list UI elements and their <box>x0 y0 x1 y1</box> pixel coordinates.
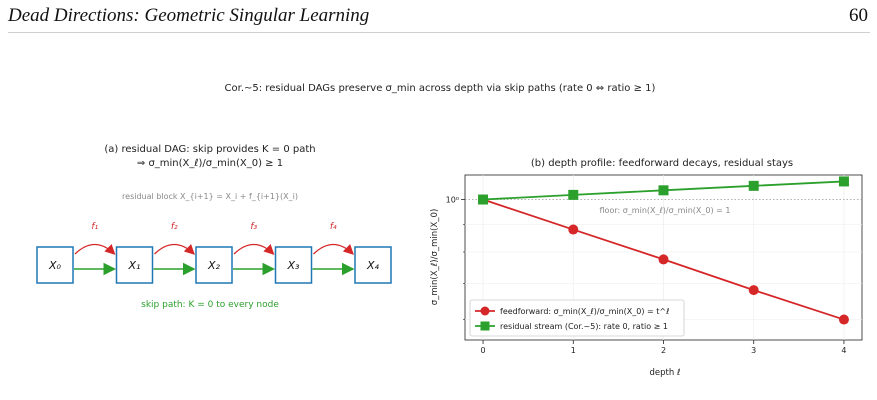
residual-arrow <box>74 243 116 255</box>
data-point <box>568 189 579 200</box>
legend-label: residual stream (Cor.~5): rate 0, ratio … <box>500 322 668 331</box>
data-point <box>838 314 849 325</box>
legend-box <box>469 299 685 337</box>
panel-a-title-line1: (a) residual DAG: skip provides K = 0 pa… <box>104 144 315 155</box>
node-box <box>36 246 74 284</box>
panel-b-title: (b) depth profile: feedforward decays, r… <box>531 158 793 169</box>
node-label: X₃ <box>287 259 301 272</box>
data-point <box>838 176 849 187</box>
legend-label: feedforward: σ_min(X_ℓ)/σ_min(X_0) = t^ℓ <box>500 307 669 316</box>
node-label: X₄ <box>366 259 380 272</box>
panel-a-title-line2: ⇒ σ_min(X_ℓ)/σ_min(X_0) ≥ 1 <box>137 158 283 169</box>
residual-arrow <box>154 243 195 255</box>
function-label: f₂ <box>171 222 178 232</box>
node-box <box>115 246 154 284</box>
data-point <box>748 180 759 191</box>
residual-arrow <box>313 243 354 255</box>
node-box <box>354 246 392 284</box>
node-label: X₁ <box>128 259 141 272</box>
x-tick-label: 1 <box>571 346 576 355</box>
x-tick-label: 2 <box>661 346 666 355</box>
floor-label: floor: σ_min(X_ℓ)/σ_min(X_0) = 1 <box>600 206 731 215</box>
data-point <box>478 194 489 205</box>
node-box <box>274 246 313 284</box>
panel-b: (b) depth profile: feedforward decays, r… <box>430 158 863 378</box>
data-point <box>568 224 579 235</box>
data-point <box>658 185 669 196</box>
function-label: f₄ <box>330 222 337 232</box>
legend-marker <box>480 306 490 316</box>
skip-path-label: skip path: K = 0 to every node <box>141 300 279 310</box>
page-number: 60 <box>849 5 868 26</box>
page-header: Dead Directions: Geometric Singular Lear… <box>8 2 870 33</box>
node-box <box>195 246 233 284</box>
data-point <box>748 285 759 296</box>
function-label: f₁ <box>91 222 98 232</box>
x-tick-label: 4 <box>841 346 846 355</box>
data-point <box>658 254 669 265</box>
function-label: f₃ <box>250 222 257 232</box>
figure-title: Cor.~5: residual DAGs preserve σ_min acr… <box>225 83 656 94</box>
y-tick-label: 10⁰ <box>446 196 459 205</box>
residual-arrow <box>233 243 275 255</box>
residual-block-label: residual block X_{i+1} = X_i + f_{i+1}(X… <box>122 192 298 201</box>
node-label: X₂ <box>207 259 221 272</box>
panel-a: (a) residual DAG: skip provides K = 0 pa… <box>36 144 392 310</box>
x-tick-label: 0 <box>480 346 485 355</box>
running-title: Dead Directions: Geometric Singular Lear… <box>8 5 370 26</box>
x-axis-label: depth ℓ <box>650 368 681 378</box>
x-tick-label: 3 <box>751 346 756 355</box>
legend-marker <box>480 321 490 331</box>
node-label: X₀ <box>48 259 62 272</box>
y-axis-label: σ_min(X_ℓ)/σ_min(X_0) <box>430 209 440 306</box>
